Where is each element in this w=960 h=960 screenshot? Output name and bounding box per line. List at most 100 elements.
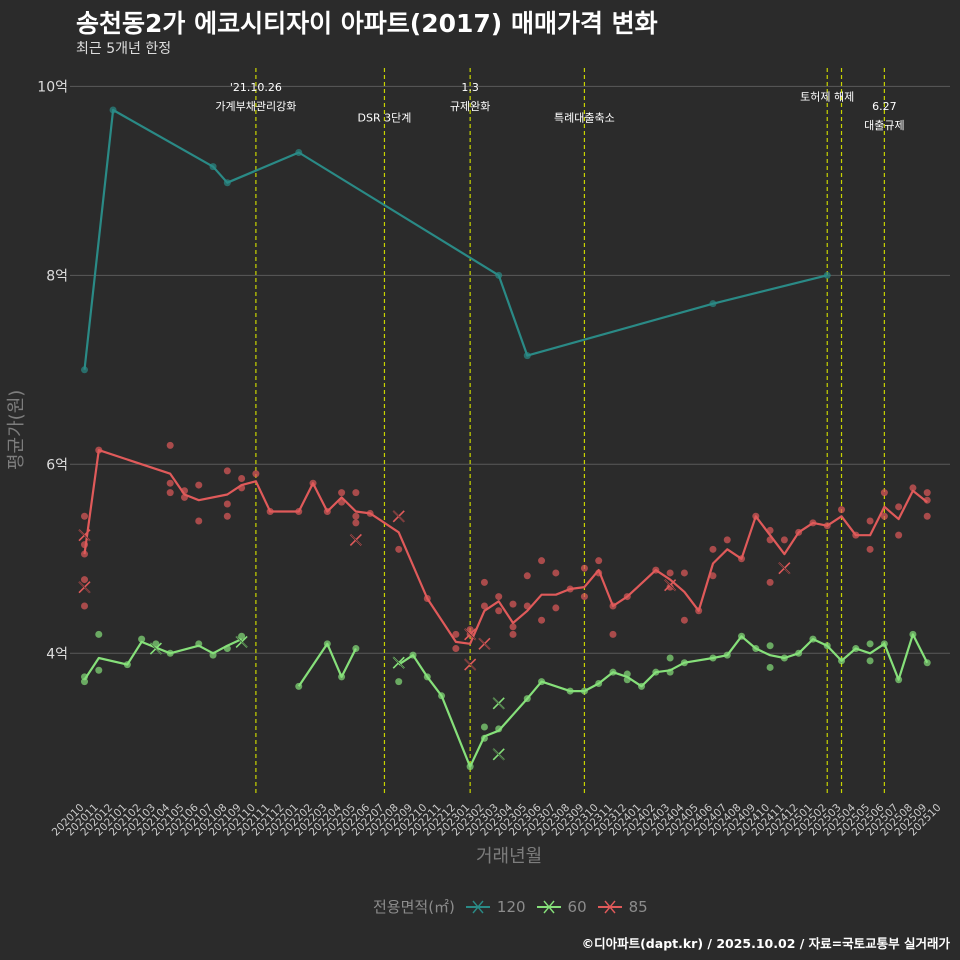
data-point-85 bbox=[580, 593, 588, 601]
cross-mark-85 bbox=[464, 628, 476, 641]
y-axis-label: 평균가(원) bbox=[6, 389, 27, 470]
y-tick-label: 8억 bbox=[46, 268, 68, 284]
data-point-85 bbox=[166, 479, 174, 487]
data-point-60 bbox=[95, 630, 103, 638]
legend-title: 전용면적(㎡) bbox=[373, 898, 455, 916]
data-point-60 bbox=[395, 678, 403, 686]
cross-mark-85 bbox=[464, 658, 476, 671]
data-point-85 bbox=[523, 572, 531, 580]
data-point-85 bbox=[923, 489, 931, 497]
policy-annotation: 대출규제 bbox=[864, 119, 904, 132]
legend-swatch-85 bbox=[597, 900, 622, 913]
data-point-85 bbox=[709, 545, 717, 553]
policy-annotation: 토허제 해제 bbox=[800, 90, 854, 104]
data-point-85 bbox=[195, 481, 203, 489]
cross-mark-85 bbox=[478, 638, 491, 650]
data-point-85 bbox=[166, 441, 174, 449]
data-point-85 bbox=[81, 576, 88, 584]
cross-mark-85 bbox=[664, 579, 676, 591]
policy-annotation: DSR 3단계 bbox=[358, 111, 412, 124]
legend-item-120: 120 bbox=[465, 898, 526, 916]
data-point-60 bbox=[666, 654, 674, 662]
policy-annotation: '21.10.26 bbox=[230, 81, 282, 94]
data-point-85 bbox=[480, 578, 488, 586]
data-point-85 bbox=[238, 474, 246, 482]
series-line-120 bbox=[83, 108, 828, 370]
data-point-85 bbox=[709, 572, 717, 580]
data-point-85 bbox=[595, 557, 603, 565]
data-point-85 bbox=[538, 616, 546, 624]
data-point-60 bbox=[766, 642, 774, 650]
data-point-85 bbox=[495, 607, 503, 615]
data-point-120 bbox=[81, 366, 88, 374]
legend-label-85: 85 bbox=[628, 897, 648, 916]
series-line-60 bbox=[83, 638, 243, 681]
data-point-85 bbox=[223, 467, 231, 475]
data-point-85 bbox=[895, 503, 903, 511]
data-point-85 bbox=[352, 512, 360, 520]
data-point-85 bbox=[223, 500, 231, 508]
cross-mark-60 bbox=[493, 697, 505, 710]
policy-annotation: 가계부채관리강화 bbox=[215, 100, 296, 113]
data-point-85 bbox=[81, 602, 88, 610]
data-point-85 bbox=[509, 630, 517, 638]
series-line-85 bbox=[83, 449, 928, 645]
data-point-85 bbox=[252, 470, 260, 478]
data-point-85 bbox=[766, 578, 774, 586]
data-point-85 bbox=[495, 593, 503, 601]
series-line-60 bbox=[297, 642, 357, 687]
data-point-85 bbox=[866, 517, 874, 525]
data-point-85 bbox=[466, 626, 474, 634]
data-point-85 bbox=[352, 519, 360, 527]
cross-mark-85 bbox=[78, 529, 91, 541]
data-point-60 bbox=[866, 657, 874, 665]
data-point-85 bbox=[666, 583, 674, 591]
data-point-85 bbox=[880, 489, 888, 497]
data-point-85 bbox=[866, 545, 874, 553]
data-point-60 bbox=[766, 663, 774, 671]
cross-mark-85 bbox=[78, 581, 91, 593]
data-point-85 bbox=[895, 531, 903, 539]
cross-mark-85 bbox=[350, 534, 362, 546]
data-point-85 bbox=[923, 512, 931, 520]
data-point-85 bbox=[223, 512, 231, 520]
data-point-120 bbox=[823, 271, 831, 279]
source-caption: ©디아파트(dapt.kr) / 2025.10.02 / 자료=국토교통부 실… bbox=[581, 936, 950, 951]
y-tick-label: 10억 bbox=[37, 79, 68, 95]
data-point-85 bbox=[909, 484, 917, 492]
y-tick-label: 4억 bbox=[46, 646, 68, 662]
data-point-85 bbox=[680, 616, 688, 624]
chart-subtitle: 최근 5개년 한정 bbox=[76, 41, 172, 57]
data-point-85 bbox=[452, 645, 460, 653]
legend-item-85: 85 bbox=[597, 898, 648, 916]
data-point-60 bbox=[480, 723, 488, 731]
data-point-85 bbox=[395, 545, 403, 553]
policy-annotation: 6.27 bbox=[872, 100, 897, 113]
legend-swatch-120 bbox=[465, 900, 490, 913]
policy-annotation: 규제완화 bbox=[450, 100, 490, 113]
policy-annotation: 특례대출축소 bbox=[554, 111, 615, 124]
data-point-85 bbox=[609, 630, 617, 638]
data-point-85 bbox=[480, 602, 488, 610]
data-point-85 bbox=[680, 569, 688, 577]
cross-mark-60 bbox=[235, 636, 248, 648]
data-point-85 bbox=[880, 512, 888, 520]
chart-title: 송천동2가 에코시티자이 아파트(2017) 매매가격 변화 bbox=[76, 9, 658, 38]
cross-mark-85 bbox=[778, 562, 791, 574]
data-point-85 bbox=[81, 512, 88, 520]
series-line-60 bbox=[398, 633, 929, 768]
data-point-85 bbox=[723, 536, 731, 544]
data-point-85 bbox=[352, 489, 360, 497]
data-point-85 bbox=[509, 623, 517, 631]
legend-swatch-60 bbox=[536, 900, 561, 913]
data-point-85 bbox=[509, 600, 517, 608]
data-point-85 bbox=[838, 506, 846, 514]
data-point-85 bbox=[666, 569, 674, 577]
policy-annotation: 1.3 bbox=[461, 81, 479, 94]
data-point-60 bbox=[238, 632, 246, 640]
y-tick-label: 6억 bbox=[46, 457, 68, 473]
data-point-85 bbox=[195, 517, 203, 525]
x-axis-label: 거래년월 bbox=[476, 846, 543, 867]
legend-label-60: 60 bbox=[567, 897, 587, 916]
cross-mark-60 bbox=[393, 657, 405, 669]
